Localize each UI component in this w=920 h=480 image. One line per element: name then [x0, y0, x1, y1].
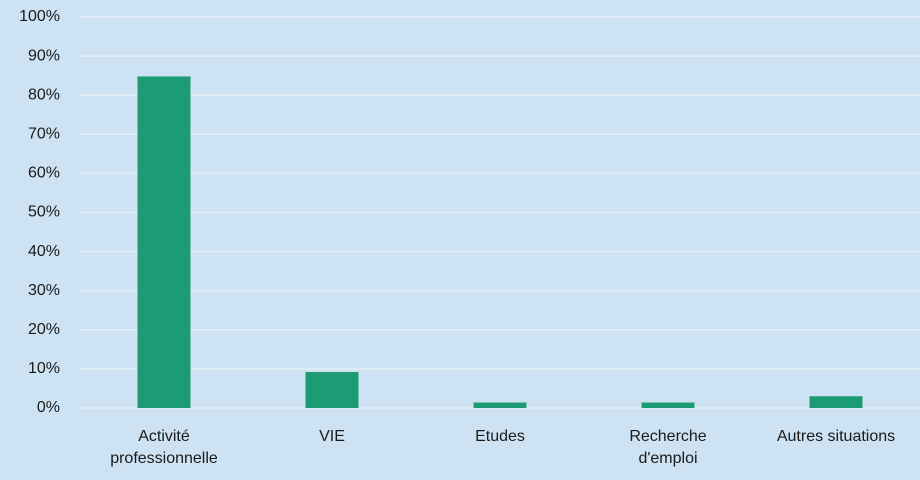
bar	[473, 402, 527, 408]
y-tick-label: 20%	[28, 321, 60, 338]
y-tick-label: 70%	[28, 126, 60, 143]
bar	[809, 396, 863, 408]
y-tick-label: 50%	[28, 204, 60, 221]
y-tick-label: 0%	[37, 399, 60, 416]
y-tick-label: 60%	[28, 165, 60, 182]
y-tick-label: 40%	[28, 243, 60, 260]
x-tick-label: Etudes	[475, 428, 525, 445]
x-tick-label: Autres situations	[776, 428, 896, 445]
y-tick-label: 90%	[28, 47, 60, 64]
y-tick-label: 80%	[28, 86, 60, 103]
bar	[137, 76, 191, 408]
x-tick-label: Recherche d'emploi	[629, 428, 707, 467]
bar	[641, 402, 695, 408]
bar	[305, 372, 359, 408]
y-tick-label: 30%	[28, 282, 60, 299]
y-tick-label: 100%	[19, 8, 60, 25]
x-tick-label: Activité professionnelle	[110, 428, 218, 467]
x-tick-label: VIE	[319, 428, 345, 445]
y-tick-label: 10%	[28, 360, 60, 377]
